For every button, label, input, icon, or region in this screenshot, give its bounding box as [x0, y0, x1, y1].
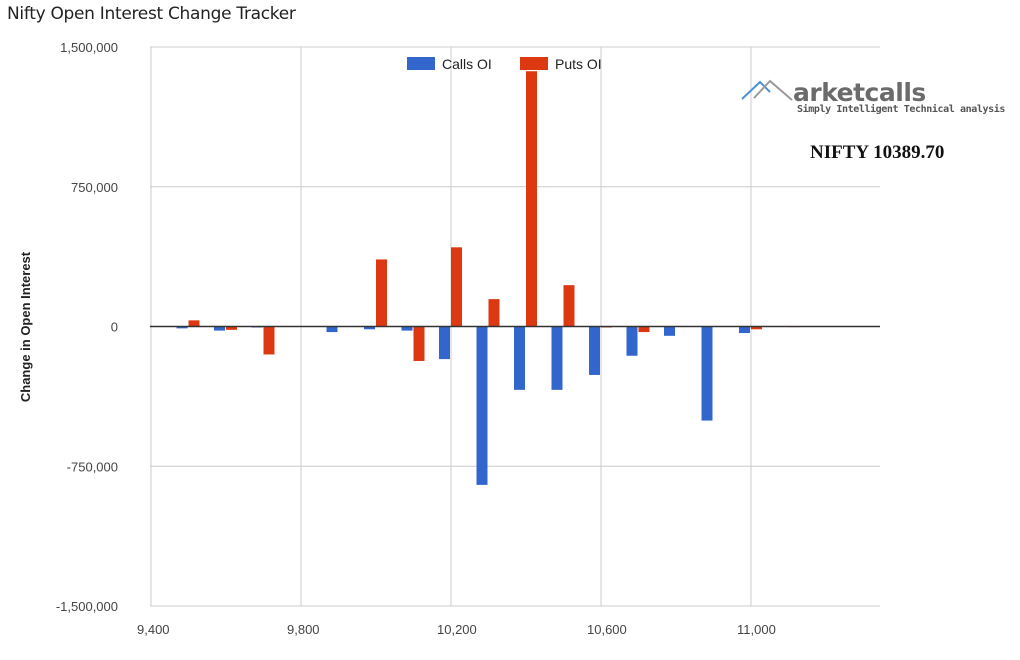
y-tick-label: 750,000	[71, 180, 118, 195]
calls-bar[interactable]	[739, 326, 750, 334]
puts-bar[interactable]	[451, 247, 462, 327]
calls-bar[interactable]	[364, 326, 375, 330]
logo: arketcalls Simply Intelligent Technical …	[740, 76, 1010, 126]
calls-bar[interactable]	[326, 326, 338, 333]
x-tick-label: 10,600	[587, 622, 627, 637]
mountain-logo-icon	[741, 79, 793, 101]
calls-bar[interactable]	[439, 326, 450, 360]
legend-item[interactable]: Calls OI	[407, 56, 492, 72]
legend-label: Puts OI	[555, 56, 602, 72]
calls-bar[interactable]	[589, 326, 600, 375]
calls-bar[interactable]	[401, 326, 413, 331]
puts-bar[interactable]	[638, 326, 650, 333]
puts-bar[interactable]	[563, 285, 575, 327]
y-axis-label: Change in Open Interest	[18, 251, 33, 402]
legend-item[interactable]: Puts OI	[520, 56, 602, 72]
calls-bar[interactable]	[701, 326, 713, 421]
y-tick-label: -1,500,000	[56, 599, 118, 614]
calls-bar[interactable]	[476, 326, 488, 485]
puts-bar[interactable]	[526, 71, 537, 327]
x-tick-label: 11,000	[737, 622, 776, 637]
y-tick-label: 1,500,000	[60, 40, 118, 55]
logo-tagline: Simply Intelligent Technical analysis	[797, 104, 1005, 115]
calls-bar[interactable]	[514, 326, 525, 390]
x-tick-label: 10,200	[437, 622, 477, 637]
calls-bar[interactable]	[551, 326, 563, 390]
puts-bar[interactable]	[263, 326, 275, 355]
x-tick-label: 9,400	[137, 622, 170, 637]
legend-label: Calls OI	[442, 56, 492, 72]
nifty-price-annotation: NIFTY 10389.70	[810, 142, 945, 163]
bar-series	[176, 71, 800, 485]
legend[interactable]: Calls OI Puts OI	[407, 56, 602, 72]
calls-bar[interactable]	[214, 326, 225, 331]
calls-bar[interactable]	[176, 326, 188, 329]
puts-bar[interactable]	[751, 326, 762, 330]
legend-swatch-icon	[407, 57, 435, 70]
logo-wordmark: arketcalls	[793, 78, 926, 107]
puts-bar[interactable]	[188, 320, 200, 327]
y-tick-label: -750,000	[67, 459, 118, 474]
calls-bar[interactable]	[626, 326, 638, 356]
puts-bar[interactable]	[226, 326, 237, 330]
calls-bar[interactable]	[664, 326, 675, 336]
puts-bar[interactable]	[376, 259, 387, 327]
axes: 1,500,000 750,000 0 -750,000 -1,500,000 9,400…	[56, 40, 880, 637]
legend-swatch-icon	[520, 57, 548, 70]
puts-bar[interactable]	[413, 326, 425, 361]
x-tick-label: 9,800	[287, 622, 320, 637]
y-tick-label: 0	[111, 320, 118, 335]
puts-bar[interactable]	[488, 299, 500, 327]
chart-title: Nifty Open Interest Change Tracker	[7, 4, 296, 24]
